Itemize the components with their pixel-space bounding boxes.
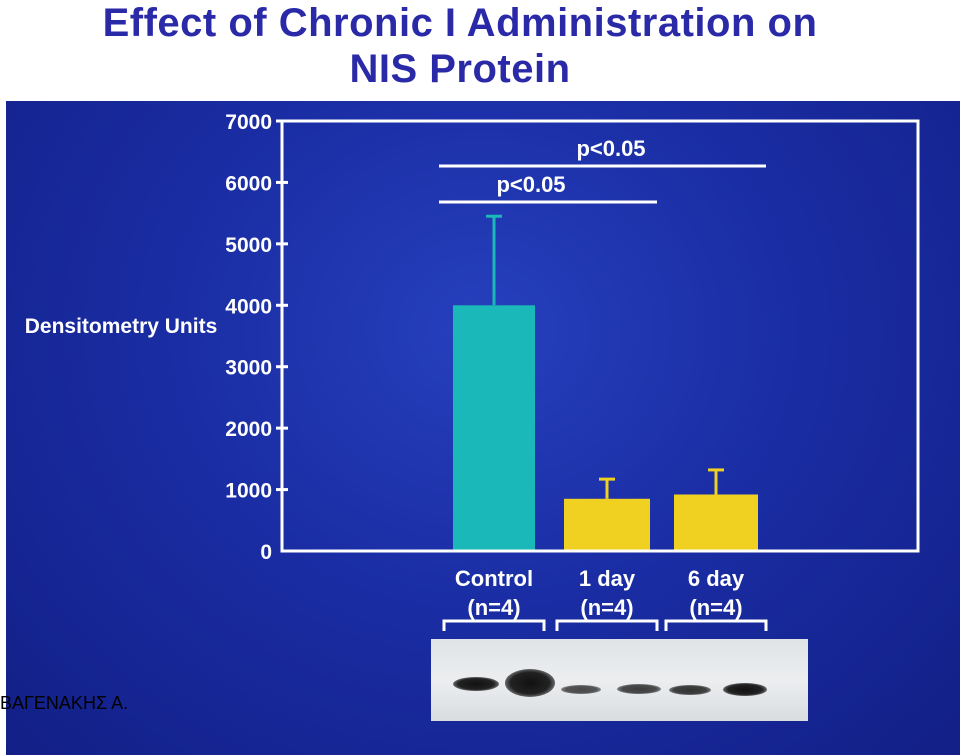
- y-tick-label: 3000: [225, 357, 272, 380]
- y-tick-label: 1000: [225, 480, 272, 503]
- x-tick-label: (n=4): [689, 595, 742, 620]
- y-tick-label: 4000: [225, 295, 272, 318]
- x-tick-label: (n=4): [580, 595, 633, 620]
- bar: [453, 305, 535, 550]
- chart-panel: 0 1000 2000 3000 4000 5000 6000 7000 Control (n=4…: [6, 101, 960, 755]
- blot-band: [505, 669, 555, 697]
- blot-band: [669, 685, 711, 695]
- western-blot-image: [431, 639, 808, 721]
- blot-band: [723, 683, 767, 696]
- x-tick-label: (n=4): [467, 595, 520, 620]
- plot-frame: [280, 119, 920, 553]
- bar: [674, 494, 758, 550]
- author-watermark: ΒΑΓΕΝΑΚΗΣ Α.: [0, 693, 129, 713]
- blot-band: [453, 677, 499, 691]
- slide-title: Effect of Chronic I Administration on NI…: [0, 0, 920, 92]
- category-bracket: [442, 619, 546, 631]
- slide-title-line2: NIS Protein: [349, 47, 571, 91]
- y-tick-label: 6000: [225, 172, 272, 195]
- bar: [564, 498, 650, 550]
- bar-chart: 0 1000 2000 3000 4000 5000 6000 7000 Control (n=4…: [225, 111, 920, 631]
- x-tick-label: 6 day: [688, 566, 745, 591]
- x-tick-label: Control: [455, 566, 533, 591]
- blot-band: [617, 684, 661, 694]
- category-bracket: [555, 619, 659, 631]
- blot-band: [561, 685, 601, 694]
- y-tick-label: 2000: [225, 418, 272, 441]
- y-axis-label: Densitometry Units: [24, 315, 218, 338]
- slide-title-line1: Effect of Chronic I Administration on: [102, 1, 818, 45]
- y-tick-label: 5000: [225, 234, 272, 257]
- y-tick-label: 7000: [225, 111, 272, 134]
- x-tick-label: 1 day: [579, 566, 636, 591]
- y-tick-label: 0: [260, 541, 272, 564]
- significance-label: p<0.05: [576, 136, 645, 161]
- category-bracket: [664, 619, 768, 631]
- significance-label: p<0.05: [496, 172, 565, 197]
